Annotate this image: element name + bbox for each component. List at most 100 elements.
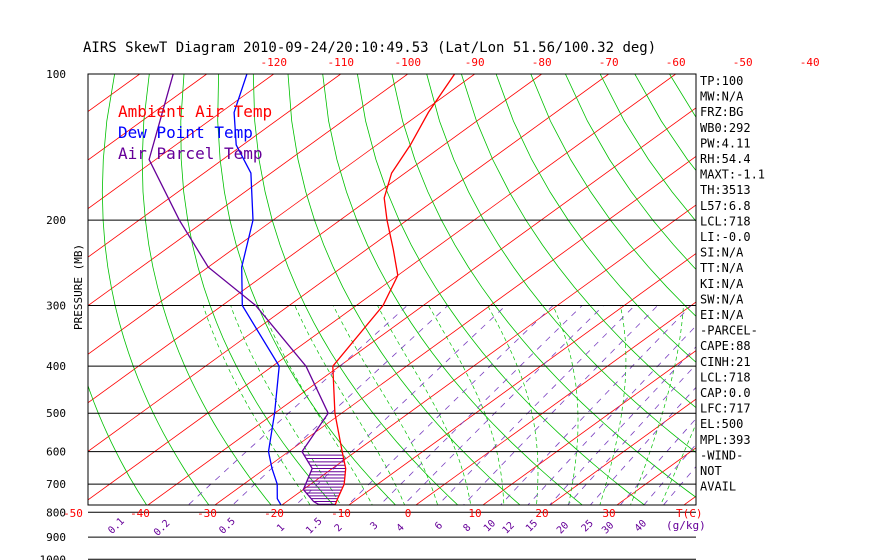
- side-panel-stat: -WIND-: [700, 448, 743, 462]
- side-panel-stat: AVAIL: [700, 480, 736, 494]
- dry-adiabat-line: [634, 74, 696, 172]
- mixing-ratio-line: [187, 305, 408, 505]
- mixing-ratio-tick-label: 0.1: [106, 516, 127, 537]
- mixing-ratio-line: [379, 305, 583, 505]
- dry-adiabat-line: [739, 74, 870, 560]
- bottom-temp-tick-label: -50: [63, 507, 83, 520]
- temp-unit-label: T(C): [676, 507, 703, 520]
- mixing-ratio-tick-label: 12: [501, 520, 517, 536]
- side-panel-stat: CINH:21: [700, 355, 751, 369]
- mixing-ratio-line: [347, 305, 554, 505]
- ambient-temp-line: [332, 74, 456, 505]
- side-panel-stat: LCL:718: [700, 370, 751, 384]
- dry-adiabat-line: [180, 74, 334, 505]
- pressure-tick-label: 400: [46, 360, 66, 373]
- side-panel-stat: TP:100: [700, 74, 743, 88]
- moist-adiabat-line: [260, 305, 373, 505]
- mixing-ratio-tick-label: 6: [433, 520, 445, 532]
- side-panel-stat: MAXT:-1.1: [700, 168, 765, 182]
- isotherm-line: [281, 204, 696, 505]
- isotherm-line: [796, 74, 870, 560]
- side-panel-stat: FRZ:BG: [700, 105, 743, 119]
- dry-adiabat-line: [357, 74, 646, 505]
- mixing-ratio-line: [403, 305, 604, 505]
- side-panel-stat: CAP:0.0: [700, 386, 751, 400]
- isotherm-line: [415, 301, 696, 505]
- moist-adiabat-line: [377, 305, 472, 505]
- pressure-tick-label: 200: [46, 214, 66, 227]
- isotherm-line: [662, 74, 870, 560]
- dry-adiabat-line: [101, 74, 210, 505]
- top-temp-tick-label: -110: [327, 56, 354, 69]
- side-panel-stat: NOT: [700, 464, 722, 478]
- dry-adiabat-line: [774, 74, 870, 560]
- dry-adiabat-line: [530, 74, 696, 317]
- dry-adiabat-line: [843, 74, 870, 560]
- moist-adiabat-line: [660, 422, 696, 505]
- mixing-ratio-tick-label: 40: [633, 518, 649, 534]
- moist-adiabat-line: [202, 305, 311, 505]
- mixing-ratio-line: [619, 418, 696, 505]
- isotherm-line: [482, 350, 696, 505]
- top-temp-tick-label: -50: [733, 56, 753, 69]
- moist-adiabat-line: [332, 305, 439, 505]
- side-panel-stat: SW:N/A: [700, 292, 744, 306]
- mixing-ratio-line: [567, 364, 696, 505]
- bottom-temp-tick-label: -40: [130, 507, 150, 520]
- mixing-ratio-unit-label: (g/kg): [666, 519, 706, 532]
- mixing-ratio-tick-label: 30: [600, 520, 616, 536]
- bottom-temp-tick-label: 10: [468, 507, 481, 520]
- isotherm-line: [88, 74, 274, 210]
- top-temp-tick-label: -120: [260, 56, 287, 69]
- mixing-ratio-tick-label: 2: [333, 522, 345, 534]
- side-panel-stat: LFC:717: [700, 402, 751, 416]
- side-panel-stat: L57:6.8: [700, 199, 751, 213]
- mixing-ratio-tick-label: 0.2: [152, 518, 173, 539]
- side-panel-stat: EL:500: [700, 417, 743, 431]
- mixing-ratio-tick-label: 15: [524, 518, 540, 534]
- mixing-ratio-line: [549, 346, 696, 505]
- top-temp-tick-label: -70: [599, 56, 619, 69]
- side-panel-stat: CAPE:88: [700, 339, 751, 353]
- isotherm-line: [88, 74, 609, 452]
- top-temp-tick-label: -40: [800, 56, 820, 69]
- mixing-ratio-tick-label: 1: [275, 522, 287, 534]
- mixing-ratio-tick-label: 25: [580, 518, 596, 534]
- moist-adiabat-line: [552, 305, 579, 505]
- bottom-temp-tick-label: 0: [405, 507, 412, 520]
- side-panel-stat: PW:4.11: [700, 136, 751, 150]
- legend-item: Ambient Air Temp: [118, 102, 272, 121]
- side-panel-stat: KI:N/A: [700, 277, 744, 291]
- pressure-tick-label: 800: [46, 506, 66, 519]
- y-axis-label: PRESSURE (MB): [72, 244, 85, 330]
- mixing-ratio-tick-label: 3: [368, 520, 380, 532]
- bottom-temp-tick-label: -30: [197, 507, 217, 520]
- dry-adiabat-line: [141, 74, 272, 505]
- side-panel-stat: SI:N/A: [700, 246, 744, 260]
- mixing-ratio-tick-label: 4: [395, 522, 407, 534]
- mixing-ratio-tick-label: 20: [555, 520, 571, 536]
- bottom-temp-tick-label: -10: [331, 507, 351, 520]
- side-panel-stat: WB0:292: [700, 121, 751, 135]
- side-panel-stat: MPL:393: [700, 433, 751, 447]
- top-temp-tick-label: -60: [666, 56, 686, 69]
- side-panel-stat: RH:54.4: [700, 152, 751, 166]
- mixing-ratio-line: [589, 386, 696, 505]
- moist-adiabat-line: [428, 305, 505, 505]
- bottom-temp-tick-label: 20: [535, 507, 548, 520]
- pressure-tick-label: 100: [46, 68, 66, 81]
- isotherm-line: [88, 74, 207, 161]
- isotherm-line: [88, 74, 676, 501]
- legend-item: Dew Point Temp: [118, 123, 253, 142]
- isotherm-line: [616, 447, 696, 505]
- mixing-ratio-line: [437, 305, 636, 505]
- side-panel-stat: EI:N/A: [700, 308, 744, 322]
- mixing-ratio-line: [643, 443, 696, 505]
- mixing-ratio-tick-label: 10: [482, 518, 498, 534]
- dry-adiabat-line: [252, 74, 459, 505]
- side-panel-stat: -PARCEL-: [700, 324, 758, 338]
- dry-adiabat-line: [808, 74, 870, 560]
- top-temp-tick-label: -80: [532, 56, 552, 69]
- mixing-ratio-line: [232, 305, 449, 505]
- mixing-ratio-line: [662, 465, 696, 505]
